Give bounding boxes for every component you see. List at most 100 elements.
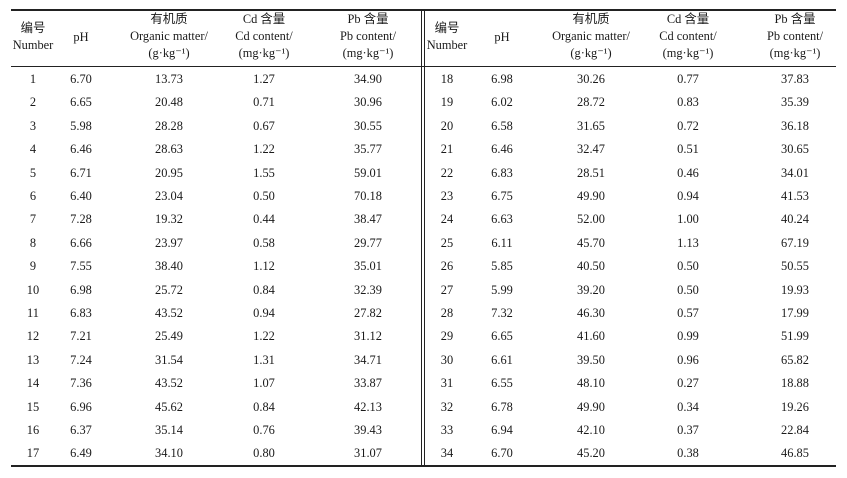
cell-organic: 28.28 <box>155 118 183 133</box>
cell-cd: 1.00 <box>677 212 699 227</box>
cell-organic: 19.32 <box>155 212 183 227</box>
cell-cd: 1.31 <box>253 352 275 367</box>
cell-ph: 6.11 <box>491 235 513 250</box>
header-pb-line: Pb 含量 <box>347 12 389 26</box>
table-row: 16 6.37 35.14 0.76 39.43 <box>11 419 836 442</box>
header-organic-line: (g·kg⁻¹) <box>148 46 190 60</box>
header-number-line: Number <box>426 38 468 52</box>
cell-number: 20 <box>440 118 454 133</box>
cell-number: 7 <box>29 212 37 227</box>
table-row: 15 6.96 45.62 0.84 42.13 <box>11 396 836 419</box>
cell-ph: 6.83 <box>70 306 92 320</box>
cell-cd: 0.38 <box>677 446 699 461</box>
cell-pb: 33.87 <box>354 376 382 391</box>
table-row: 29 6.65 41.60 0.99 51.99 <box>11 325 836 348</box>
header-pb-left: Pb 含量 Pb content/ (mg·kg⁻¹) <box>313 11 423 62</box>
table-row: 4 6.46 28.63 1.22 35.77 <box>11 138 836 161</box>
cell-pb: 35.77 <box>354 142 382 157</box>
header-cd-right: Cd 含量 Cd content/ (mg·kg⁻¹) <box>638 11 738 62</box>
cell-number: 16 <box>26 423 40 437</box>
center-divider-right <box>424 9 425 467</box>
cell-ph: 6.71 <box>70 165 92 180</box>
cell-number: 2 <box>29 95 37 110</box>
header-pb-line: (mg·kg⁻¹) <box>342 46 394 60</box>
table-row: 12 7.21 25.49 1.22 31.12 <box>11 325 836 348</box>
cell-cd: 0.76 <box>253 423 275 437</box>
header-cd-line: (mg·kg⁻¹) <box>238 46 290 60</box>
cell-pb: 35.01 <box>354 259 382 274</box>
table-row: 17 6.49 34.10 0.80 31.07 <box>11 442 836 465</box>
cell-organic: 31.65 <box>577 118 605 133</box>
cell-ph: 7.24 <box>70 352 92 367</box>
cell-cd: 0.34 <box>677 399 699 414</box>
header-organic-line: (g·kg⁻¹) <box>570 46 612 60</box>
cell-ph: 6.70 <box>70 72 92 86</box>
cell-ph: 6.83 <box>491 165 513 180</box>
cell-pb: 32.39 <box>354 282 382 297</box>
cell-pb: 30.55 <box>354 118 382 133</box>
cell-number: 34 <box>440 446 454 461</box>
cell-number: 31 <box>440 376 454 391</box>
cell-organic: 23.04 <box>155 189 183 203</box>
cell-number: 18 <box>440 72 454 86</box>
header-cd-line: Cd content/ <box>235 29 293 43</box>
cell-cd: 0.80 <box>253 446 275 461</box>
cell-pb: 65.82 <box>781 352 809 367</box>
cell-pb: 22.84 <box>781 423 809 437</box>
cell-number: 9 <box>29 259 37 274</box>
cell-pb: 70.18 <box>354 189 382 203</box>
cell-cd: 1.07 <box>253 376 275 391</box>
cell-cd: 0.27 <box>677 376 699 391</box>
cell-pb: 31.12 <box>354 329 382 344</box>
cell-pb: 27.82 <box>354 306 382 320</box>
table-row: 31 6.55 48.10 0.27 18.88 <box>11 372 836 395</box>
cell-cd: 0.58 <box>253 235 275 250</box>
cell-number: 5 <box>29 165 37 180</box>
cell-cd: 0.51 <box>677 142 699 157</box>
cell-pb: 37.83 <box>781 72 809 86</box>
header-organic-line: 有机质 <box>150 12 188 26</box>
header-number-left: 编号 Number <box>3 20 63 54</box>
cell-pb: 30.65 <box>781 142 809 157</box>
cell-ph: 6.65 <box>491 329 513 344</box>
cell-pb: 18.88 <box>781 376 809 391</box>
cell-pb: 46.85 <box>781 446 809 461</box>
cell-organic: 30.26 <box>577 72 605 86</box>
cell-ph: 6.94 <box>491 423 513 437</box>
cell-ph: 6.75 <box>491 189 513 203</box>
cell-pb: 67.19 <box>781 235 809 250</box>
header-rule <box>11 66 836 67</box>
cell-number: 19 <box>440 95 454 110</box>
cell-pb: 34.01 <box>781 165 809 180</box>
cell-number: 1 <box>29 72 37 86</box>
cell-ph: 6.65 <box>70 95 92 110</box>
cell-number: 24 <box>440 212 454 227</box>
cell-number: 22 <box>440 165 454 180</box>
cell-pb: 40.24 <box>781 212 809 227</box>
cell-ph: 6.63 <box>491 212 513 227</box>
cell-organic: 32.47 <box>577 142 605 157</box>
table-row: 25 6.11 45.70 1.13 67.19 <box>11 232 836 255</box>
cell-cd: 1.27 <box>253 72 275 86</box>
cell-organic: 43.52 <box>155 306 183 320</box>
table-row: 28 7.32 46.30 0.57 17.99 <box>11 302 836 325</box>
table-row: 11 6.83 43.52 0.94 27.82 <box>11 302 836 325</box>
cell-cd: 0.84 <box>253 282 275 297</box>
table-row: 33 6.94 42.10 0.37 22.84 <box>11 419 836 442</box>
cell-pb: 34.90 <box>354 72 382 86</box>
cell-organic: 20.48 <box>155 95 183 110</box>
cell-organic: 28.51 <box>577 165 605 180</box>
cell-ph: 6.46 <box>70 142 92 157</box>
cell-ph: 6.40 <box>70 189 92 203</box>
cell-ph: 6.98 <box>491 72 513 86</box>
header-cd-line: Cd 含量 <box>242 12 286 26</box>
cell-number: 30 <box>440 352 454 367</box>
cell-number: 17 <box>26 446 40 461</box>
table-row: 19 6.02 28.72 0.83 35.39 <box>11 91 836 114</box>
cell-pb: 31.07 <box>354 446 382 461</box>
cell-cd: 0.50 <box>677 282 699 297</box>
header-ph-line: pH <box>73 30 89 44</box>
header-pb-line: (mg·kg⁻¹) <box>769 46 821 60</box>
cell-number: 25 <box>440 235 454 250</box>
cell-cd: 1.13 <box>677 235 699 250</box>
